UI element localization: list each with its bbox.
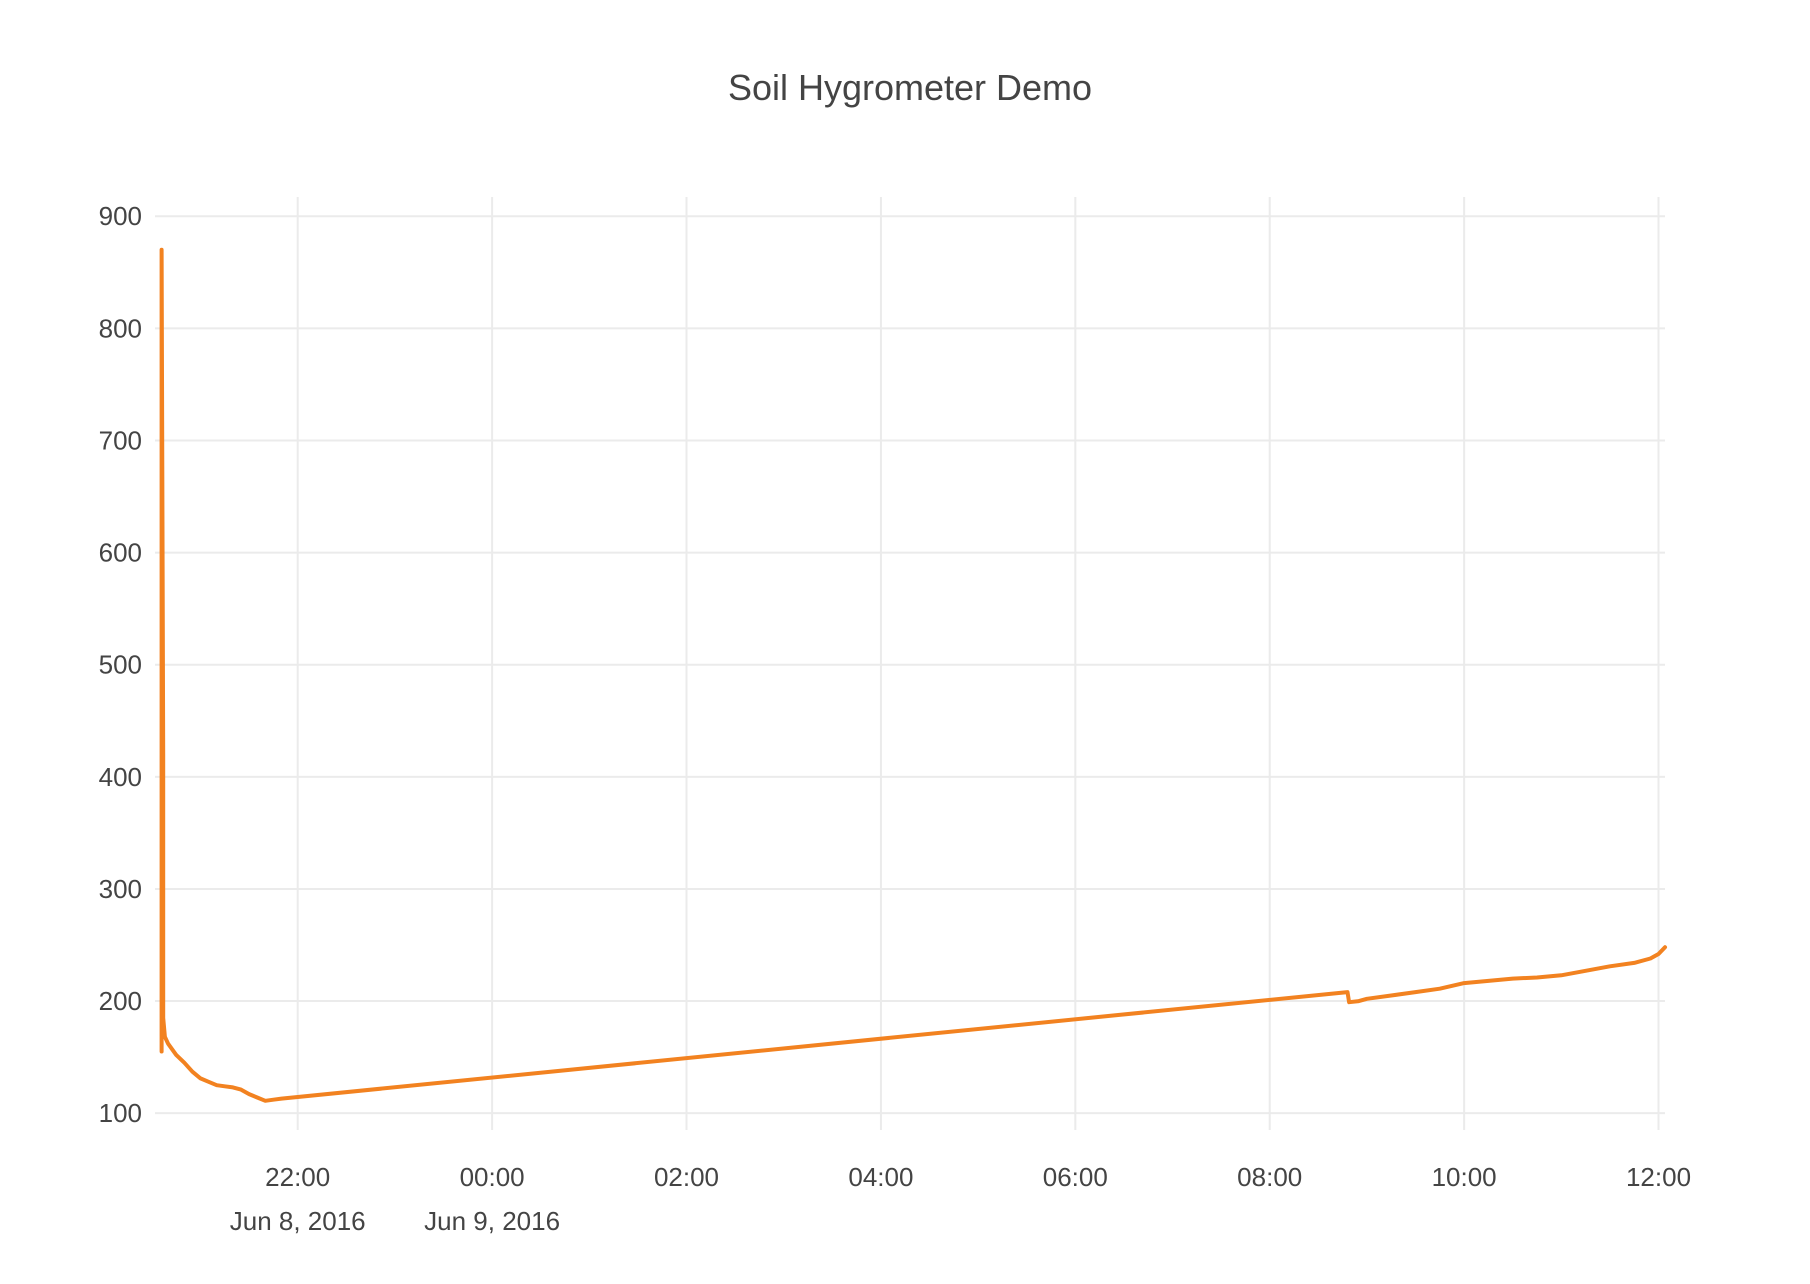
y-tick-label: 200 [99,986,142,1016]
chart-title: Soil Hygrometer Demo [728,67,1092,108]
y-tick-label: 400 [99,762,142,792]
x-tick-label: 02:00 [654,1162,719,1192]
x-tick-label: 04:00 [848,1162,913,1192]
x-tick-label: 06:00 [1043,1162,1108,1192]
series-layer [159,247,1667,1103]
y-tick-label: 600 [99,538,142,568]
y-tick-label: 800 [99,313,142,343]
x-tick-label: 22:00 [265,1162,330,1192]
y-tick-label: 300 [99,874,142,904]
x-tick-sublabel: Jun 9, 2016 [424,1206,560,1236]
y-tick-label: 700 [99,425,142,455]
gridlines [155,197,1665,1130]
x-tick-label: 08:00 [1237,1162,1302,1192]
series-line-0 [159,247,1667,1103]
axis-labels: 100 200 300 400 500 600 700 800 900 22:00 Jun 8, 2… [99,201,1691,1236]
y-tick-label: 900 [99,201,142,231]
x-tick-label: 00:00 [460,1162,525,1192]
x-tick-label: 10:00 [1432,1162,1497,1192]
y-tick-label: 500 [99,650,142,680]
y-tick-label: 100 [99,1098,142,1128]
x-tick-sublabel: Jun 8, 2016 [230,1206,366,1236]
x-tick-label: 12:00 [1626,1162,1691,1192]
